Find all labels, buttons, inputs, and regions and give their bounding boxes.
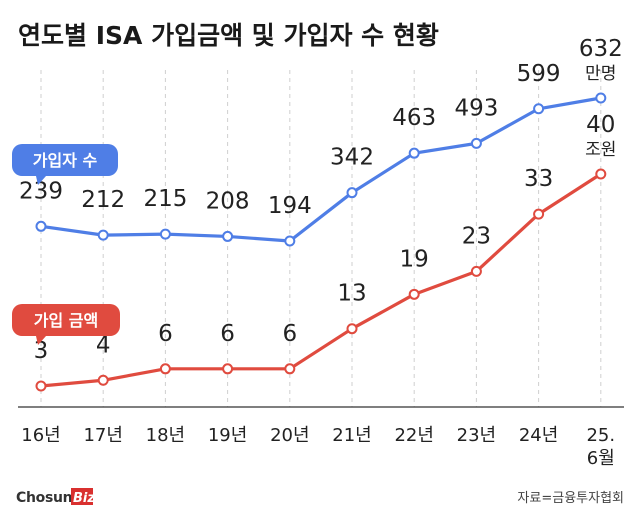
data-label: 13 [337,281,366,307]
data-point [284,363,296,375]
source-note: 자료=금융투자협회 [517,491,624,506]
x-tick-label: 16년 [21,425,60,446]
data-point [346,323,358,335]
data-point [159,363,171,375]
legend-members-label: 가입자 수 [33,151,98,170]
x-tick-label: 21년 [332,425,371,446]
data-point [97,374,109,386]
data-point [408,147,420,159]
data-label: 6 [282,321,297,347]
chosunbiz-logo: Chosun Biz [16,488,95,506]
data-point [470,137,482,149]
data-label: 40 [586,112,615,138]
legend-amount: 가입 금액 [12,304,120,345]
series-line [40,96,602,243]
legend-members-tag [12,144,118,185]
x-tick-label: 20년 [270,425,309,446]
x-tick-label: 18년 [146,425,185,446]
data-point [533,103,545,115]
x-axis-ticks: 16년 17년 18년 19년 20년 21년 22년 23년 24년 25. 6월 [21,425,615,469]
data-point [595,92,607,104]
data-label: 208 [206,188,250,214]
legend-members: 가입자 수 [12,144,118,185]
data-point [222,230,234,242]
data-point [346,187,358,199]
x-tick-label: 17년 [83,425,122,446]
x-tick-label: 24년 [519,425,558,446]
logo-main-text: Chosun [16,490,72,506]
data-label: 6 [220,321,235,347]
logo-accent-box [71,488,93,505]
data-label: 599 [517,61,561,87]
data-label: 6 [158,321,173,347]
legend-amount-label: 가입 금액 [34,311,98,330]
data-point [408,288,420,300]
x-tick-label: 25. 6월 [586,425,615,469]
data-label: 239 [19,178,63,204]
data-point [222,363,234,375]
data-label: 3 [34,338,49,364]
data-label: 4 [96,332,111,358]
data-label: 23 [462,223,491,249]
data-point [284,235,296,247]
data-point [470,265,482,277]
data-point [97,229,109,241]
chart-title: 연도별 ISA 가입금액 및 가입자 수 현황 [18,21,439,50]
data-label: 632 [579,36,623,62]
legend-amount-tag [12,304,120,345]
series-layer [35,92,607,392]
series-line [40,172,602,388]
data-label: 33 [524,166,553,192]
data-label: 463 [392,105,436,131]
x-tick-label: 23년 [457,425,496,446]
data-label: 194 [268,193,312,219]
x-tick-label: 22년 [394,425,433,446]
unit-label: 만명 [585,64,616,84]
data-point [595,168,607,180]
data-label: 215 [143,186,187,212]
data-point [35,220,47,232]
data-label: 493 [454,95,498,121]
unit-label: 조원 [585,140,616,160]
data-point [533,208,545,220]
data-label: 212 [81,187,125,213]
data-point [159,228,171,240]
data-point [35,380,47,392]
data-label: 19 [400,246,429,272]
logo-accent-text: Biz [73,491,95,506]
data-label: 342 [330,145,374,171]
x-tick-label: 19년 [208,425,247,446]
